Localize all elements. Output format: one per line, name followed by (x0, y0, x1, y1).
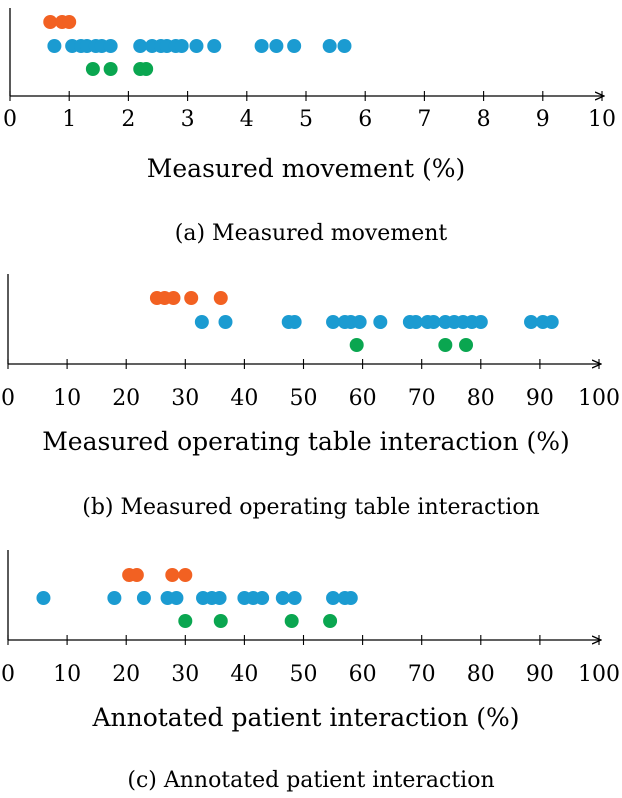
data-point-blue (133, 39, 148, 53)
x-tick-label: 50 (290, 386, 318, 411)
data-point-blue (287, 315, 302, 329)
x-tick-label: 30 (171, 662, 199, 687)
x-tick-label: 20 (112, 386, 140, 411)
x-tick-label: 7 (417, 107, 431, 132)
data-point-green (284, 614, 299, 628)
x-tick-label: 80 (467, 662, 495, 687)
x-axis-label: Annotated patient interaction (%) (91, 703, 519, 732)
x-tick-label: 9 (536, 107, 550, 132)
x-tick-label: 8 (477, 107, 491, 132)
data-point-orange (62, 15, 77, 29)
data-point-blue (426, 315, 441, 329)
chart-caption: (c) Annotated patient interaction (127, 768, 494, 793)
chart-panel-3: 0 10 20 30 40 50 60 70 80 90 100 Annotated patient … (1, 550, 620, 793)
x-tick-label: 40 (230, 662, 258, 687)
data-point-green (213, 614, 228, 628)
x-tick-label: 60 (349, 386, 377, 411)
data-point-blue (287, 591, 302, 605)
data-point-blue (194, 315, 209, 329)
x-tick-label: 70 (408, 386, 436, 411)
x-tick-label: 1 (62, 107, 76, 132)
data-point-orange (184, 291, 199, 305)
data-point-green (349, 338, 364, 352)
x-tick-label: 50 (290, 662, 318, 687)
x-axis-label: Measured movement (%) (147, 154, 465, 183)
data-point-green (139, 62, 154, 76)
x-tick-label: 10 (588, 107, 616, 132)
data-point-blue (169, 591, 184, 605)
x-tick-label: 2 (121, 107, 135, 132)
data-point-orange (213, 291, 228, 305)
data-point-blue (255, 591, 270, 605)
data-point-blue (269, 39, 284, 53)
data-point-orange (166, 291, 181, 305)
x-tick-label: 100 (578, 386, 620, 411)
data-point-blue (373, 315, 388, 329)
data-point-orange (165, 568, 180, 582)
data-point-blue (524, 315, 539, 329)
data-point-green (323, 614, 338, 628)
data-point-blue (189, 39, 204, 53)
data-point-green (438, 338, 453, 352)
data-point-blue (254, 39, 269, 53)
data-point-blue (212, 591, 227, 605)
data-point-blue (343, 591, 358, 605)
x-tick-label: 60 (349, 662, 377, 687)
data-point-blue (47, 39, 62, 53)
data-point-blue (326, 591, 341, 605)
x-tick-label: 5 (299, 107, 313, 132)
x-tick-label: 70 (408, 662, 436, 687)
x-tick-label: 20 (112, 662, 140, 687)
x-tick-label: 10 (53, 386, 81, 411)
data-point-blue (287, 39, 302, 53)
data-point-green (85, 62, 100, 76)
data-point-blue (322, 39, 337, 53)
data-point-green (178, 614, 193, 628)
data-point-blue (207, 39, 222, 53)
x-tick-label: 3 (181, 107, 195, 132)
x-tick-label: 90 (526, 662, 554, 687)
data-point-orange (129, 568, 144, 582)
data-point-orange (178, 568, 193, 582)
data-point-blue (136, 591, 151, 605)
x-tick-label: 30 (171, 386, 199, 411)
data-point-blue (326, 315, 341, 329)
data-point-green (103, 62, 118, 76)
chart-panel-1: 0 1 2 3 4 5 6 7 8 9 10 Measured movement (%) (a) Mea… (3, 8, 616, 246)
data-point-green (459, 338, 474, 352)
data-point-blue (352, 315, 367, 329)
data-point-blue (473, 315, 488, 329)
data-point-blue (337, 39, 352, 53)
data-point-blue (103, 39, 118, 53)
x-tick-label: 90 (526, 386, 554, 411)
x-tick-label: 6 (358, 107, 372, 132)
chart-panel-2: 0 10 20 30 40 50 60 70 80 90 100 Measured operating… (1, 274, 620, 520)
x-tick-label: 100 (578, 662, 620, 687)
x-tick-label: 4 (240, 107, 254, 132)
chart-caption: (a) Measured movement (175, 221, 448, 246)
x-tick-label: 80 (467, 386, 495, 411)
chart-caption: (b) Measured operating table interaction (82, 495, 539, 520)
data-point-blue (275, 591, 290, 605)
x-tick-label: 0 (1, 386, 15, 411)
data-point-orange (43, 15, 58, 29)
data-point-blue (36, 591, 51, 605)
x-tick-label: 0 (1, 662, 15, 687)
data-point-blue (174, 39, 189, 53)
data-point-blue (544, 315, 559, 329)
x-axis-label: Measured operating table interaction (%) (42, 427, 570, 456)
data-point-blue (408, 315, 423, 329)
x-tick-label: 0 (3, 107, 17, 132)
x-tick-label: 40 (230, 386, 258, 411)
data-point-blue (107, 591, 122, 605)
x-tick-label: 10 (53, 662, 81, 687)
data-point-blue (218, 315, 233, 329)
